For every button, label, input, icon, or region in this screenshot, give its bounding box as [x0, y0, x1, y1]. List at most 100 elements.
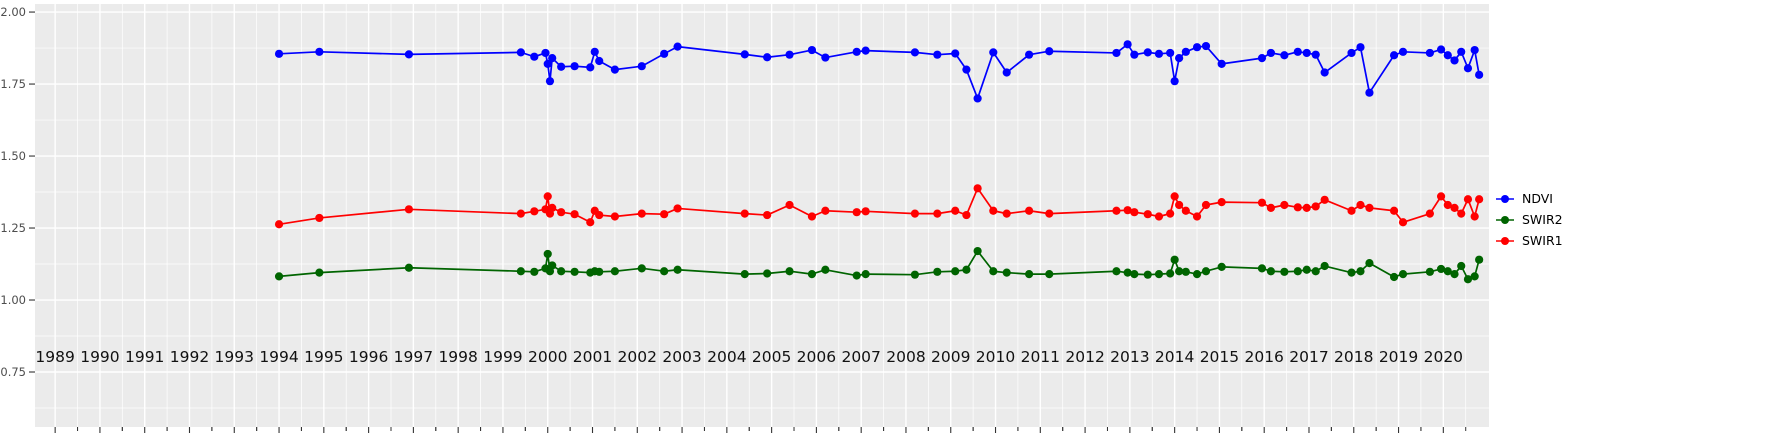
data-point-SWIR2	[1175, 267, 1184, 276]
data-point-SWIR1	[1311, 202, 1320, 211]
data-point-SWIR1	[1475, 195, 1484, 204]
x-tick-label: 1998	[438, 348, 477, 366]
data-point-SWIR1	[821, 206, 830, 215]
x-tick-label: 2017	[1289, 348, 1328, 366]
axis-ticks	[29, 11, 1467, 433]
series-SWIR1	[274, 184, 1484, 229]
data-point-SWIR2	[1475, 255, 1484, 264]
legend: NDVI SWIR2 SWIR1	[1494, 189, 1563, 251]
data-point-SWIR1	[852, 208, 861, 217]
data-point-SWIR1	[807, 212, 817, 221]
data-point-SWIR1	[1463, 195, 1473, 204]
x-tick-label: 2011	[1021, 348, 1060, 366]
data-point-NDVI	[1457, 47, 1466, 56]
data-point-SWIR1	[861, 207, 870, 216]
x-tick-label: 2003	[662, 348, 701, 366]
data-point-SWIR1	[1280, 200, 1289, 210]
x-tick-label: 2015	[1200, 348, 1239, 366]
data-point-SWIR1	[1045, 209, 1054, 218]
data-point-NDVI	[1192, 43, 1202, 52]
data-point-NDVI	[933, 50, 942, 59]
data-point-SWIR2	[1436, 264, 1446, 274]
data-point-NDVI	[1045, 47, 1054, 56]
data-point-NDVI	[637, 62, 646, 71]
data-point-SWIR2	[1217, 262, 1226, 271]
x-tick-label: 2001	[573, 348, 612, 366]
data-point-NDVI	[1175, 54, 1184, 63]
data-point-SWIR1	[740, 209, 749, 218]
data-point-NDVI	[1470, 45, 1479, 55]
data-point-SWIR1	[637, 209, 646, 218]
data-point-SWIR2	[973, 246, 982, 256]
data-point-SWIR2	[1166, 269, 1175, 278]
data-point-SWIR1	[1389, 206, 1399, 215]
data-point-SWIR2	[1112, 267, 1121, 276]
data-point-NDVI	[1170, 77, 1179, 86]
y-axis-labels: 2.00 1.75 1.50 1.25 1.00 0.75	[0, 5, 26, 379]
data-point-SWIR2	[989, 267, 998, 276]
data-point-SWIR2	[404, 263, 414, 272]
data-point-SWIR2	[595, 267, 604, 276]
y-tick-label: 1.25	[0, 221, 26, 235]
data-point-SWIR2	[1347, 268, 1356, 277]
data-point-SWIR1	[404, 205, 414, 214]
data-point-SWIR2	[1457, 261, 1466, 271]
data-point-NDVI	[274, 49, 284, 58]
data-point-SWIR2	[660, 267, 669, 276]
data-point-SWIR2	[1425, 267, 1434, 276]
x-tick-label: 2014	[1155, 348, 1194, 366]
legend-label-ndvi: NDVI	[1522, 191, 1553, 206]
data-point-SWIR2	[1123, 268, 1132, 277]
data-point-SWIR2	[1365, 259, 1374, 268]
data-point-SWIR2	[1398, 269, 1408, 279]
gridlines-minor	[35, 4, 1489, 427]
data-point-NDVI	[821, 53, 830, 62]
data-point-SWIR1	[315, 213, 324, 223]
data-point-SWIR1	[1130, 208, 1139, 217]
data-point-SWIR2	[861, 269, 870, 279]
data-point-NDVI	[1365, 88, 1374, 97]
data-point-NDVI	[989, 48, 998, 57]
x-tick-label: 2006	[797, 348, 836, 366]
data-point-NDVI	[1425, 48, 1434, 58]
data-point-SWIR2	[910, 270, 920, 279]
data-point-NDVI	[962, 65, 971, 74]
data-point-NDVI	[660, 49, 669, 58]
data-point-NDVI	[785, 50, 794, 59]
data-point-SWIR1	[785, 200, 794, 210]
data-point-SWIR1	[1470, 212, 1479, 221]
data-point-SWIR2	[548, 261, 557, 270]
data-point-NDVI	[315, 47, 324, 56]
data-point-SWIR1	[1201, 200, 1211, 210]
data-point-NDVI	[1181, 47, 1190, 56]
data-point-SWIR2	[1389, 272, 1399, 282]
data-point-SWIR2	[1280, 267, 1289, 276]
data-point-SWIR1	[1398, 218, 1408, 227]
data-point-SWIR1	[1112, 206, 1121, 215]
data-point-SWIR1	[933, 209, 942, 218]
data-point-NDVI	[1123, 40, 1132, 49]
data-point-SWIR1	[951, 206, 960, 215]
data-point-NDVI	[516, 48, 525, 57]
data-point-NDVI	[910, 48, 920, 57]
data-point-SWIR1	[1320, 195, 1329, 204]
data-point-NDVI	[1217, 59, 1226, 68]
x-tick-label: 2007	[841, 348, 880, 366]
data-point-NDVI	[595, 56, 604, 66]
data-point-NDVI	[1398, 47, 1408, 56]
data-point-NDVI	[1280, 51, 1289, 60]
data-point-NDVI	[1311, 50, 1320, 59]
data-point-SWIR1	[1002, 209, 1011, 218]
data-point-SWIR1	[548, 203, 557, 212]
data-point-SWIR2	[557, 267, 566, 276]
data-point-SWIR2	[1293, 267, 1302, 276]
data-point-NDVI	[404, 50, 414, 59]
data-point-NDVI	[1347, 48, 1356, 58]
data-point-NDVI	[1143, 48, 1152, 57]
data-point-NDVI	[1320, 68, 1329, 77]
data-point-SWIR1	[557, 208, 566, 217]
data-point-SWIR2	[637, 264, 646, 273]
gridlines-major	[35, 4, 1489, 427]
legend-key-ndvi-icon	[1494, 191, 1516, 207]
data-point-SWIR2	[543, 249, 552, 259]
